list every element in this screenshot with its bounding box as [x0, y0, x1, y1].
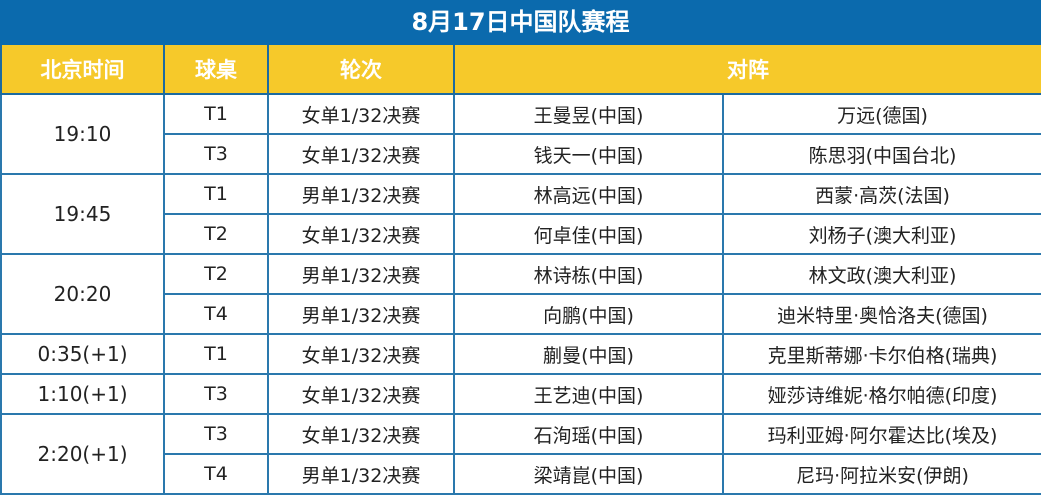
table-row: 19:45 T1 男单1/32决赛 林高远(中国) 西蒙·高茨(法国)	[0, 173, 1041, 255]
opponent-cell: 林文政(澳大利亚)	[722, 253, 1041, 295]
player-cell: 梁靖崑(中国)	[453, 453, 724, 495]
opponent-cell: 西蒙·高茨(法国)	[722, 173, 1041, 215]
table-cell: T3	[163, 373, 269, 415]
player-cell: 蒯曼(中国)	[453, 333, 724, 375]
table-cell: T3	[163, 133, 269, 175]
table-row: T4 男单1/32决赛 梁靖崑(中国) 尼玛·阿拉米安(伊朗)	[1, 453, 1041, 495]
opponent-cell: 万远(德国)	[722, 93, 1041, 135]
table-row: 2:20(+1) T3 女单1/32决赛 石洵瑶(中国) 玛利亚姆·阿尔霍达比(埃及)	[0, 413, 1041, 495]
table-row: 19:10 T1 女单1/32决赛 王曼昱(中国) 万远(德国)	[0, 93, 1041, 175]
opponent-cell: 尼玛·阿拉米安(伊朗)	[722, 453, 1041, 495]
round-cell: 女单1/32决赛	[267, 333, 455, 375]
time-cell: 19:10	[0, 93, 165, 175]
player-cell: 何卓佳(中国)	[453, 213, 724, 255]
table-row: T4 男单1/32决赛 向鹏(中国) 迪米特里·奥恰洛夫(德国)	[1, 293, 1041, 335]
time-cell: 1:10(+1)	[0, 373, 165, 415]
table-cell: T2	[163, 253, 269, 295]
table-cell: T1	[163, 333, 269, 375]
table-cell: T1	[163, 93, 269, 135]
header-table: 球桌	[163, 45, 269, 95]
round-cell: 女单1/32决赛	[267, 133, 455, 175]
time-cell: 19:45	[0, 173, 165, 255]
schedule-table: 北京时间 球桌 轮次 对阵 19:10 T1 女单1/32决赛 王曼昱(中国) 万远(德…	[0, 45, 1041, 495]
opponent-cell: 陈思羽(中国台北)	[722, 133, 1041, 175]
round-cell: 男单1/32决赛	[267, 293, 455, 335]
header-round: 轮次	[267, 45, 455, 95]
opponent-cell: 刘杨子(澳大利亚)	[722, 213, 1041, 255]
time-cell: 2:20(+1)	[0, 413, 165, 495]
schedule-title: 8月17日中国队赛程	[0, 0, 1041, 45]
header-matchup: 对阵	[453, 45, 1041, 95]
table-row: 20:20 T2 男单1/32决赛 林诗栋(中国) 林文政(澳大利亚)	[0, 253, 1041, 335]
table-cell: T4	[163, 293, 269, 335]
round-cell: 女单1/32决赛	[267, 213, 455, 255]
player-cell: 石洵瑶(中国)	[453, 413, 724, 455]
table-row: 1:10(+1) T3 女单1/32决赛 王艺迪(中国) 娅莎诗维妮·格尔帕德(印度)	[0, 373, 1041, 415]
round-cell: 男单1/32决赛	[267, 173, 455, 215]
opponent-cell: 娅莎诗维妮·格尔帕德(印度)	[722, 373, 1041, 415]
opponent-cell: 玛利亚姆·阿尔霍达比(埃及)	[722, 413, 1041, 455]
table-row: T2 女单1/32决赛 何卓佳(中国) 刘杨子(澳大利亚)	[1, 213, 1041, 255]
round-cell: 女单1/32决赛	[267, 413, 455, 455]
round-cell: 女单1/32决赛	[267, 373, 455, 415]
opponent-cell: 迪米特里·奥恰洛夫(德国)	[722, 293, 1041, 335]
player-cell: 王艺迪(中国)	[453, 373, 724, 415]
player-cell: 王曼昱(中国)	[453, 93, 724, 135]
header-row: 北京时间 球桌 轮次 对阵	[0, 45, 1041, 95]
opponent-cell: 克里斯蒂娜·卡尔伯格(瑞典)	[722, 333, 1041, 375]
table-row: 0:35(+1) T1 女单1/32决赛 蒯曼(中国) 克里斯蒂娜·卡尔伯格(瑞典)	[0, 333, 1041, 375]
player-cell: 林诗栋(中国)	[453, 253, 724, 295]
player-cell: 林高远(中国)	[453, 173, 724, 215]
table-cell: T3	[163, 413, 269, 455]
time-cell: 20:20	[0, 253, 165, 335]
round-cell: 男单1/32决赛	[267, 253, 455, 295]
round-cell: 女单1/32决赛	[267, 93, 455, 135]
header-time: 北京时间	[0, 45, 165, 95]
table-cell: T2	[163, 213, 269, 255]
table-cell: T1	[163, 173, 269, 215]
time-cell: 0:35(+1)	[0, 333, 165, 375]
player-cell: 钱天一(中国)	[453, 133, 724, 175]
player-cell: 向鹏(中国)	[453, 293, 724, 335]
round-cell: 男单1/32决赛	[267, 453, 455, 495]
table-row: T3 女单1/32决赛 钱天一(中国) 陈思羽(中国台北)	[1, 133, 1041, 175]
table-cell: T4	[163, 453, 269, 495]
